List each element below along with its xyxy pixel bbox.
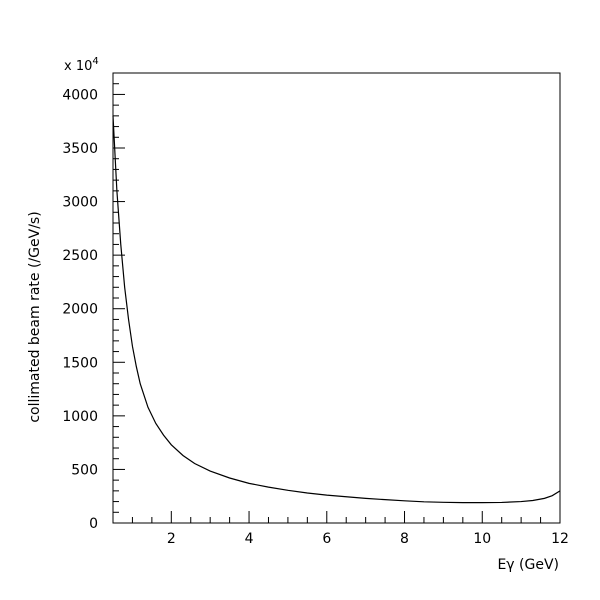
x-tick-label: 6 [322,531,331,547]
x-tick-label: 2 [167,531,176,547]
x-tick-label: 10 [473,531,491,547]
y-tick-labels: 0 500 1000 1500 2000 2500 3000 3500 4000 [62,87,98,532]
x-tick-label: 12 [551,531,569,547]
y-multiplier: x 104 [64,56,99,74]
y-tick-label: 3500 [62,141,98,157]
series-line [112,115,561,504]
y-tick-label: 500 [71,462,98,478]
ticks-group [112,72,561,524]
plot-frame [112,72,561,524]
x-tick-label: 4 [245,531,254,547]
x-tick-labels: 2 4 6 8 10 12 [167,531,569,547]
y-tick-label: 3000 [62,195,98,211]
x-axis-label: Eγ (GeV) [497,557,559,573]
y-tick-label: 4000 [62,87,98,103]
y-tick-label: 1500 [62,355,98,371]
y-tick-label: 1000 [62,409,98,425]
y-tick-label: 2500 [62,248,98,264]
y-tick-label: 0 [89,516,98,532]
y-tick-label: 2000 [62,302,98,318]
x-tick-label: 8 [400,531,409,547]
y-axis-label: collimated beam rate (/GeV/s) [27,211,43,422]
